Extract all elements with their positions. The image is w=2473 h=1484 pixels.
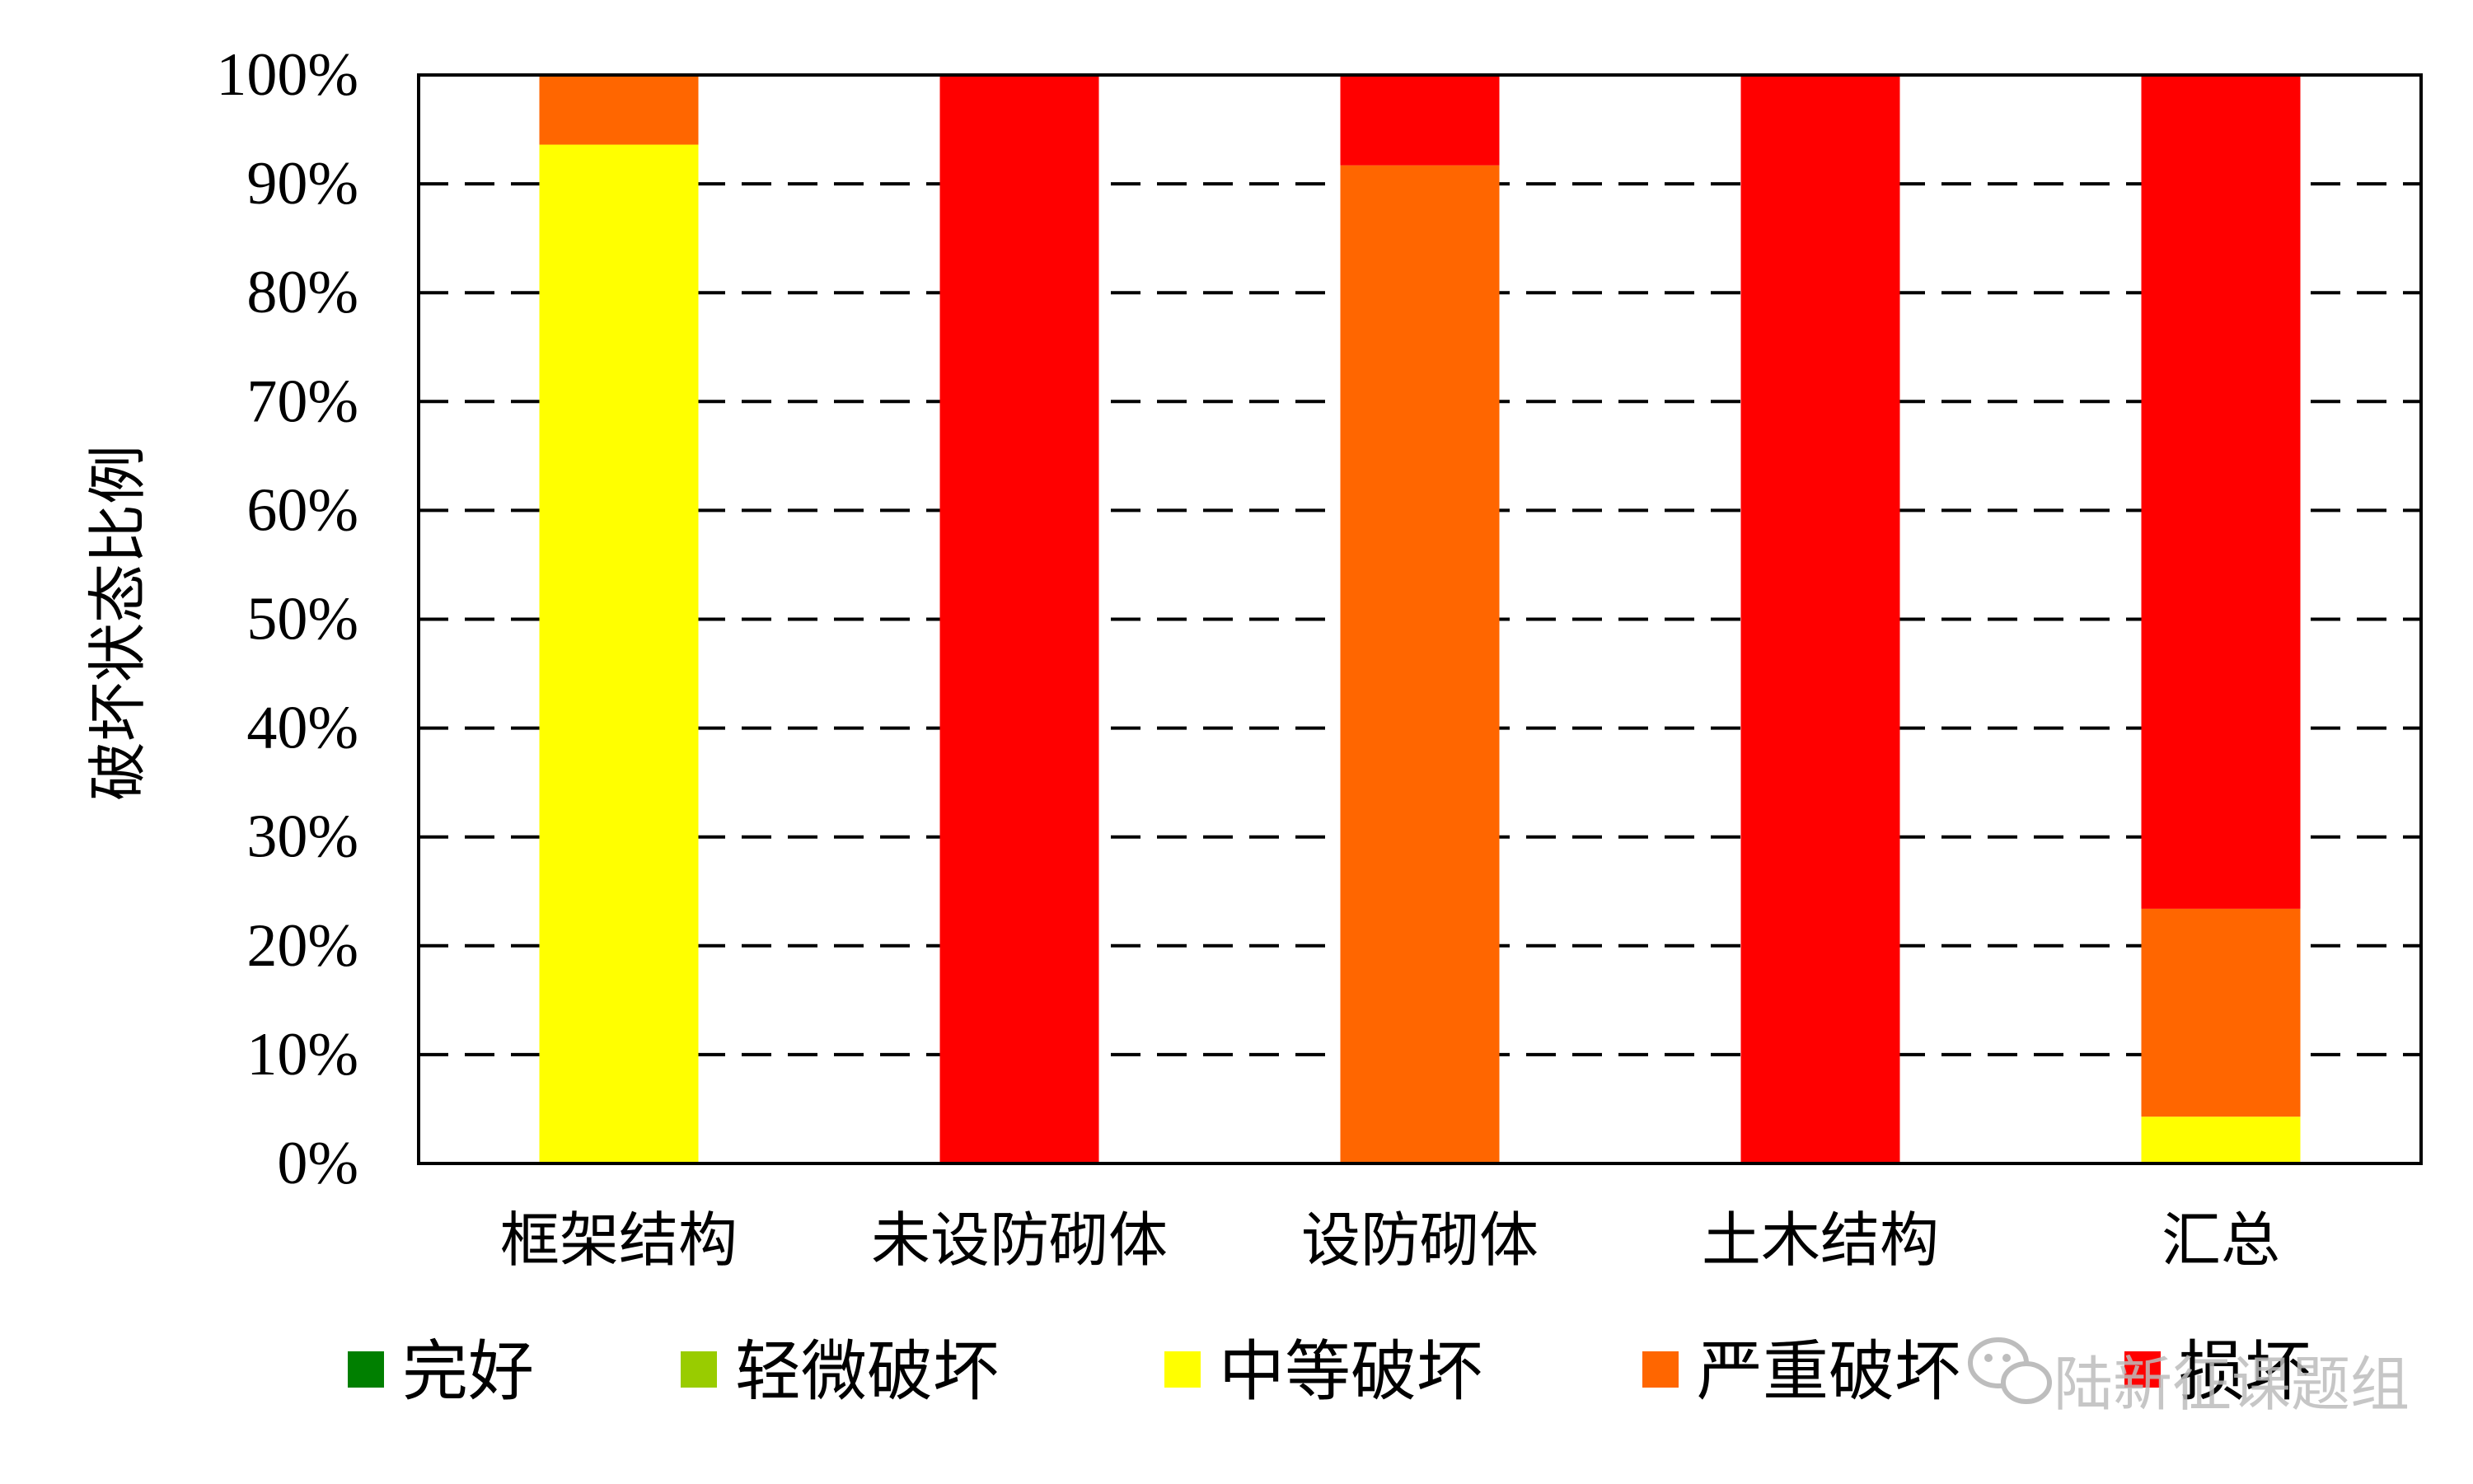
bar-segment — [939, 75, 1099, 1163]
legend-swatch — [681, 1351, 717, 1388]
y-tick-label: 70% — [246, 367, 358, 435]
legend-label: 中等破坏 — [1219, 1333, 1482, 1410]
bar-segment — [2141, 75, 2301, 909]
bar-segment — [1740, 75, 1900, 1163]
legend-label: 损坏 — [2179, 1333, 2311, 1410]
y-tick-label: 20% — [246, 912, 358, 980]
bar-segment — [539, 144, 699, 1164]
y-axis-tick-labels: 0% 10% 20% 30% 40% 50% 60% 70% 80% 90% 100% — [216, 41, 358, 1197]
legend-swatch — [1164, 1351, 1201, 1388]
legend-label: 完好 — [402, 1333, 534, 1410]
wechat-icon — [1968, 1337, 2052, 1404]
y-tick-label: 50% — [246, 586, 358, 653]
bar-segment — [539, 75, 699, 145]
legend-label: 轻微破坏 — [735, 1333, 999, 1410]
bar-segment — [2141, 908, 2301, 1117]
y-tick-label: 40% — [246, 695, 358, 762]
watermark: 陆新征课题组 — [1968, 1337, 2410, 1419]
watermark-text: 陆新征课题组 — [2054, 1350, 2410, 1419]
y-tick-label: 90% — [246, 150, 358, 218]
y-axis-title: 破坏状态比例 — [83, 445, 152, 801]
x-category-label: 框架结构 — [500, 1205, 738, 1275]
x-axis-category-labels: 框架结构 未设防砌体 设防砌体 土木结构 汇总 — [500, 1205, 2280, 1275]
grid-lines — [419, 182, 2421, 1056]
bar-segment — [1340, 165, 1500, 1163]
legend-label: 严重破坏 — [1697, 1333, 1960, 1410]
legend-swatch — [1642, 1351, 1679, 1388]
legend-swatch — [2124, 1351, 2161, 1388]
bars — [539, 75, 2301, 1164]
x-category-label: 设防砌体 — [1301, 1205, 1539, 1275]
y-tick-label: 80% — [246, 259, 358, 326]
y-tick-label: 30% — [246, 803, 358, 871]
y-tick-label: 100% — [216, 41, 358, 109]
x-category-label: 土木结构 — [1702, 1205, 1939, 1275]
y-tick-label: 0% — [277, 1130, 358, 1197]
plot-area-frame — [417, 73, 2423, 1165]
x-category-label: 未设防砌体 — [871, 1205, 1168, 1275]
legend: 完好 轻微破坏 中等破坏 严重破坏 损坏 — [348, 1333, 2311, 1410]
x-category-label: 汇总 — [2162, 1205, 2280, 1275]
bar-segment — [2141, 1117, 2301, 1163]
y-tick-label: 60% — [246, 476, 358, 544]
legend-swatch — [348, 1351, 384, 1388]
y-tick-label: 10% — [246, 1021, 358, 1088]
bar-segment — [1340, 75, 1500, 166]
